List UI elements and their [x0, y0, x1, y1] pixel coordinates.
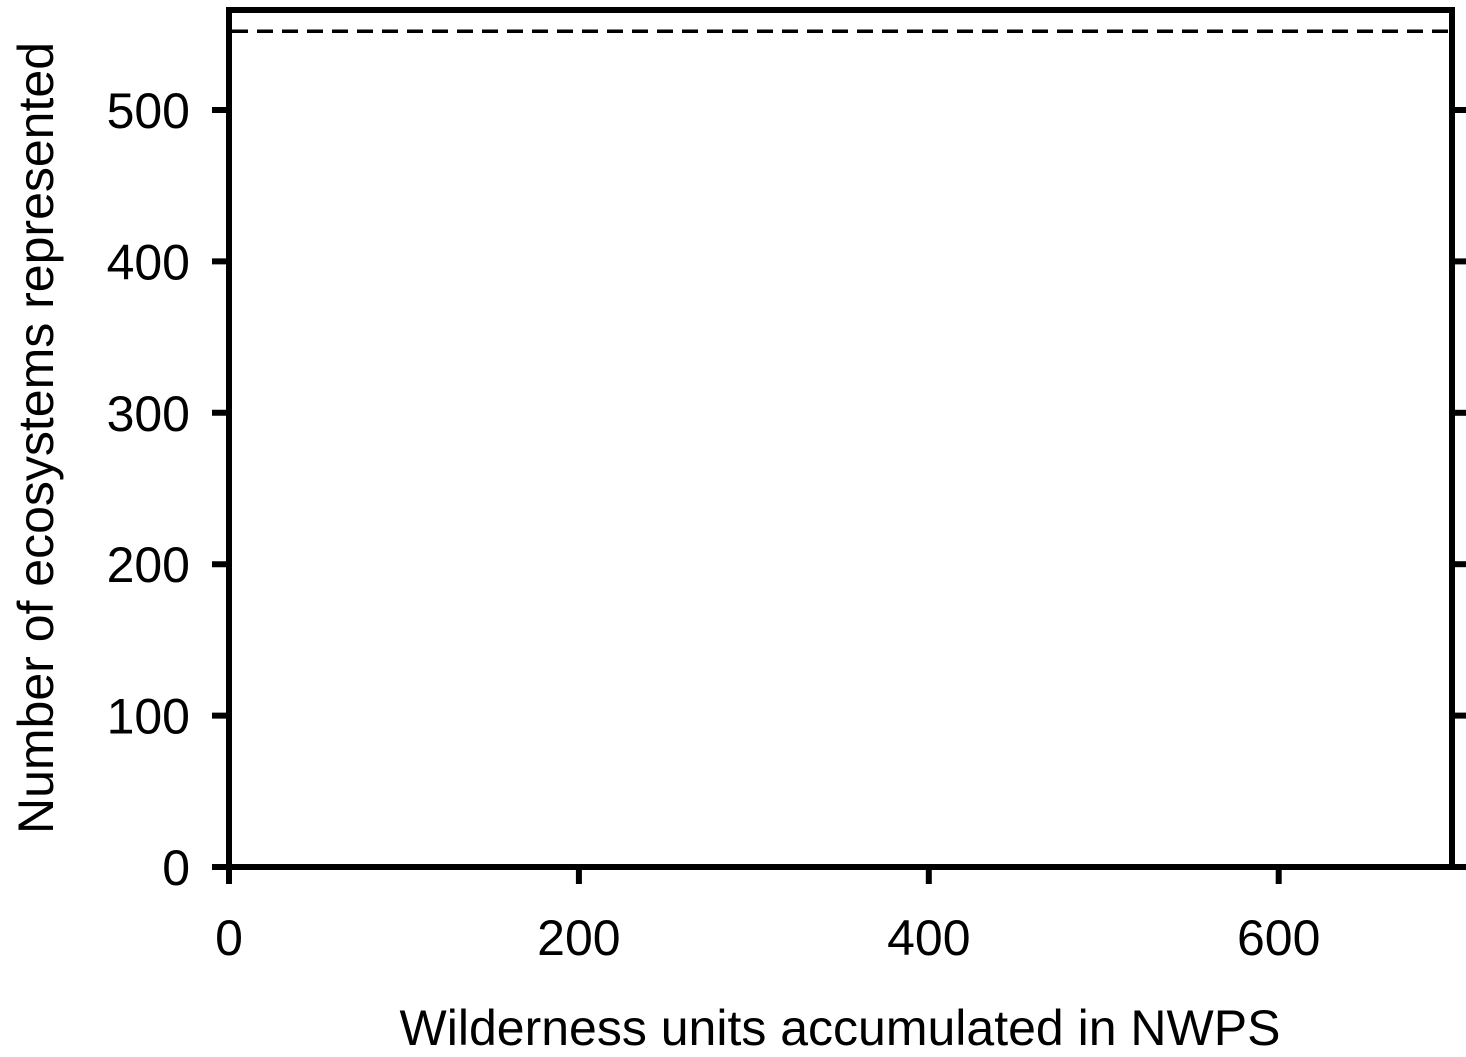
- x-tick-label: 0: [215, 910, 243, 966]
- y-axis-ticks: 0 100 200 300 400 500: [107, 83, 1466, 896]
- y-tick-label: 500: [107, 83, 190, 139]
- x-tick-label: 600: [1237, 910, 1320, 966]
- y-tick-label: 0: [162, 840, 190, 896]
- x-axis-ticks: 0 200 400 600: [215, 867, 1320, 966]
- y-tick-label: 100: [107, 689, 190, 745]
- x-axis-label: Wilderness units accumulated in NWPS: [400, 1000, 1281, 1056]
- plot-frame: [226, 7, 1455, 870]
- x-tick-label: 400: [887, 910, 970, 966]
- x-tick-label: 200: [537, 910, 620, 966]
- y-axis-label: Number of ecosystems represented: [8, 42, 64, 834]
- y-tick-label: 400: [107, 234, 190, 290]
- y-tick-label: 200: [107, 537, 190, 593]
- y-tick-label: 300: [107, 386, 190, 442]
